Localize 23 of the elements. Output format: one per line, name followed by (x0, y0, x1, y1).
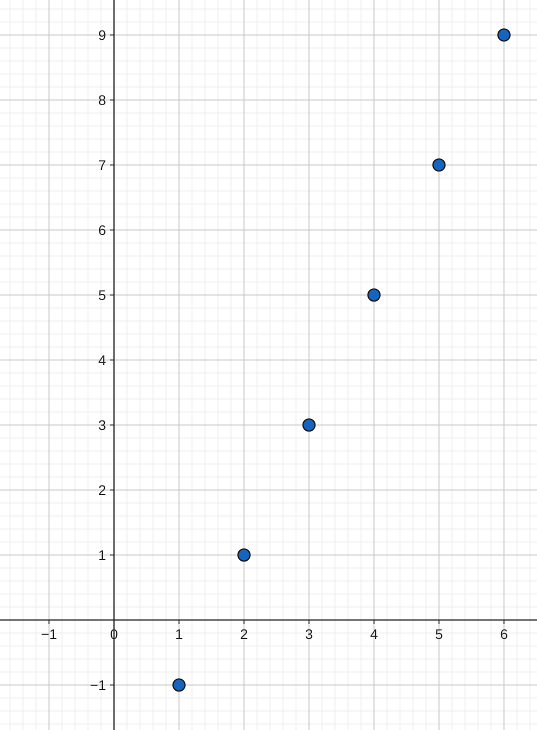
x-tick-label: 5 (435, 626, 444, 642)
x-tick-label: 1 (175, 626, 184, 642)
x-tick-label: 6 (500, 626, 508, 642)
y-tick-label: 3 (98, 417, 106, 433)
point (367, 288, 381, 302)
y-tick-label: −1 (90, 677, 106, 694)
y-tick-label: 8 (98, 92, 106, 108)
y-tick-label: 4 (98, 352, 106, 368)
point (497, 28, 511, 42)
y-tick-label: 9 (98, 26, 106, 43)
x-tick-label: −1 (41, 626, 58, 642)
y-tick-label: 2 (98, 482, 106, 498)
x-tick-label: 4 (370, 626, 378, 642)
y-tick-label: 7 (98, 156, 106, 173)
point (302, 418, 316, 432)
point (432, 158, 446, 172)
y-tick-label: 5 (98, 286, 106, 303)
point (237, 548, 251, 562)
point (172, 678, 186, 692)
x-tick-label: 2 (240, 626, 248, 642)
y-tick-label: 6 (98, 222, 106, 238)
x-tick-label: 3 (305, 626, 314, 642)
y-tick-label: 1 (98, 547, 106, 564)
